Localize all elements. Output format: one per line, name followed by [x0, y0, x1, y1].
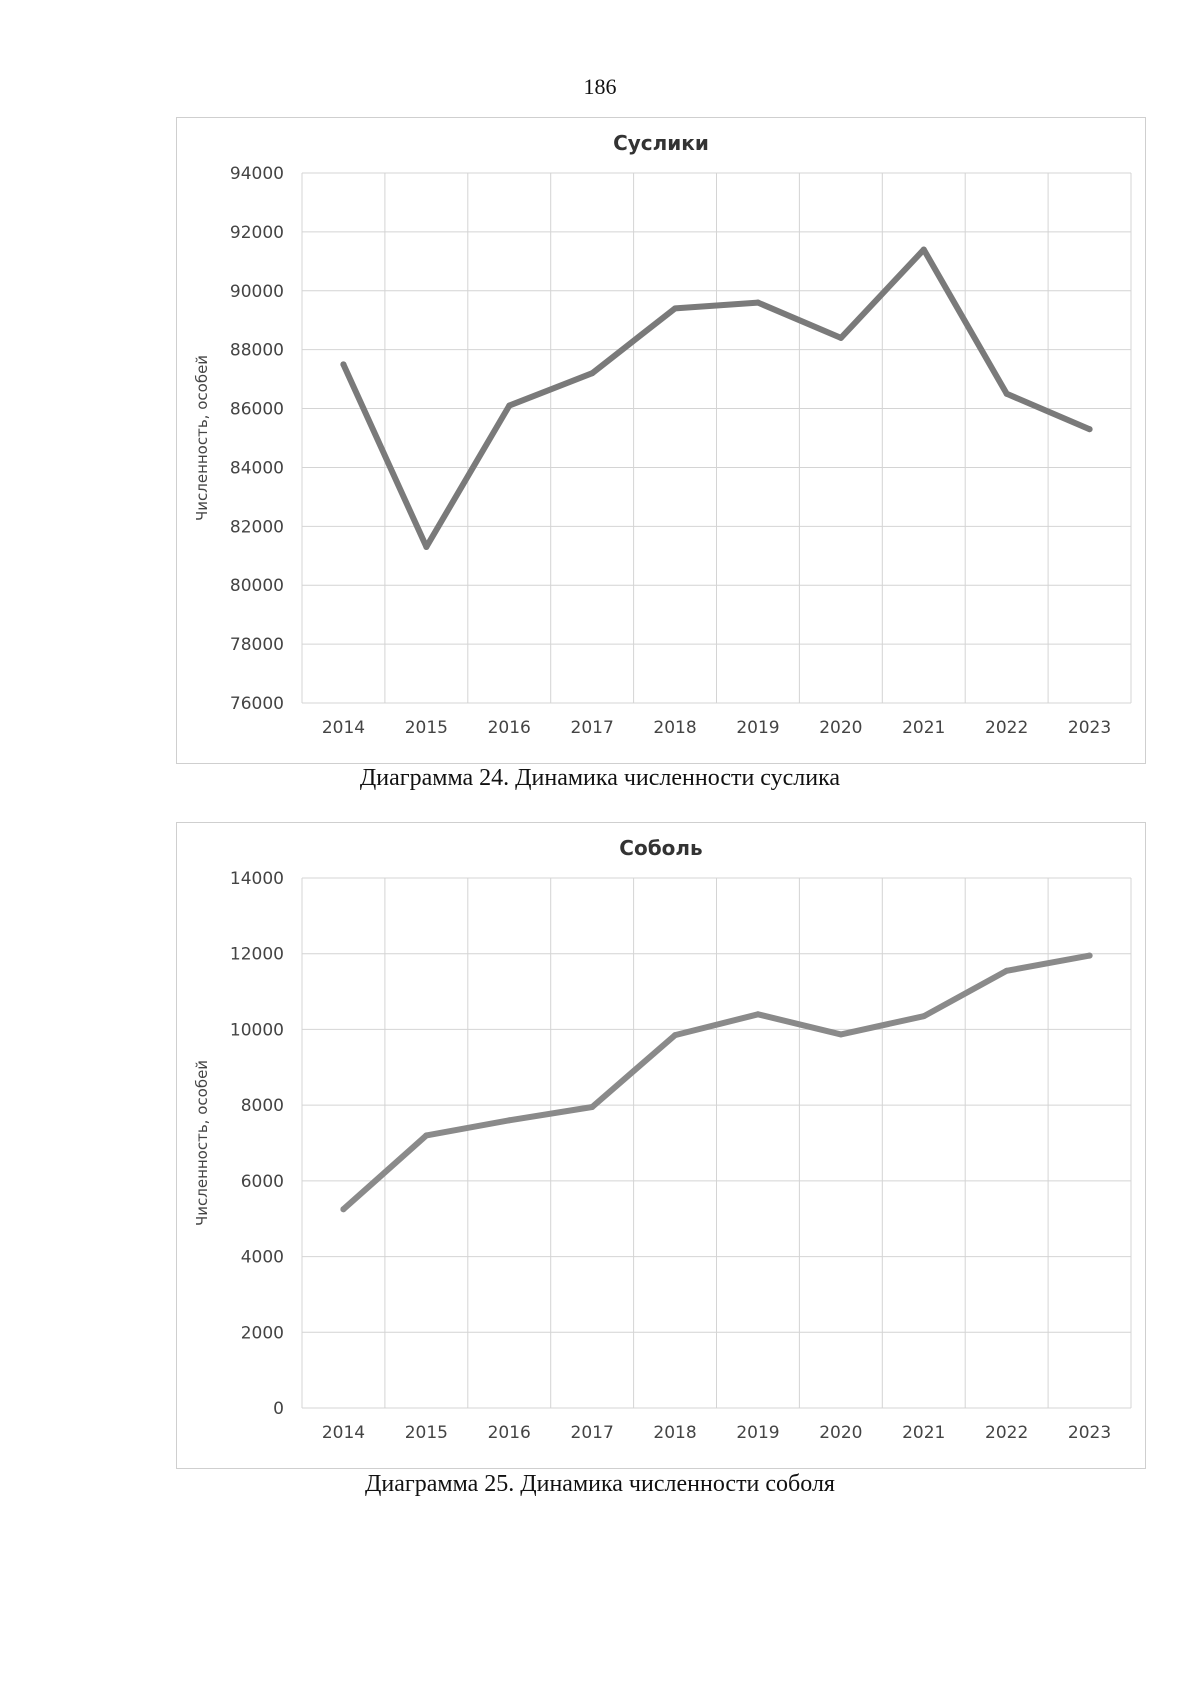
y-tick-label: 14000 [230, 869, 284, 889]
x-tick-label: 2019 [736, 1423, 779, 1443]
y-tick-label: 0 [273, 1399, 284, 1419]
data-point [672, 305, 679, 312]
data-point [1086, 952, 1093, 959]
y-tick-label: 80000 [230, 576, 284, 596]
x-tick-label: 2022 [985, 1423, 1028, 1443]
x-tick-label: 2015 [405, 1423, 448, 1443]
chart-panel-suslik: Суслики 76000 78000 80000 82000 84000 86000 880… [176, 117, 1146, 764]
data-point [1003, 390, 1010, 397]
x-tick-label: 2021 [902, 718, 945, 738]
x-tick-label: 2018 [653, 718, 696, 738]
y-axis-label: Численность, особей [193, 1060, 211, 1226]
x-tick-label: 2020 [819, 1423, 862, 1443]
y-tick-label: 94000 [230, 164, 284, 184]
chart-panel-sobol: Соболь 0 2000 4000 6000 8000 10000 12000 14000 20… [176, 822, 1146, 1469]
y-tick-label: 84000 [230, 458, 284, 478]
x-tick-label: 2016 [488, 1423, 531, 1443]
data-point [1003, 967, 1010, 974]
y-tick-label: 4000 [241, 1248, 284, 1268]
data-point [506, 402, 513, 409]
x-tick-label: 2023 [1068, 1423, 1111, 1443]
y-tick-label: 8000 [241, 1096, 284, 1116]
y-tick-label: 78000 [230, 635, 284, 655]
data-point [340, 1206, 347, 1213]
y-tick-label: 6000 [241, 1172, 284, 1192]
data-point [589, 1104, 596, 1111]
x-tick-label: 2018 [653, 1423, 696, 1443]
data-point [837, 1031, 844, 1038]
y-tick-label: 76000 [230, 694, 284, 714]
data-point [589, 370, 596, 377]
chart-title: Суслики [613, 131, 709, 155]
y-tick-label: 10000 [230, 1020, 284, 1040]
x-tick-label: 2017 [571, 718, 614, 738]
data-point [423, 1132, 430, 1139]
y-tick-label: 82000 [230, 517, 284, 537]
data-point [672, 1032, 679, 1039]
x-tick-label: 2021 [902, 1423, 945, 1443]
caption-chart-25: Диаграмма 25. Динамика численности собол… [365, 1471, 835, 1497]
y-tick-label: 2000 [241, 1323, 284, 1343]
data-point [754, 299, 761, 306]
x-tick-label: 2015 [405, 718, 448, 738]
x-tick-label: 2014 [322, 718, 365, 738]
data-point [754, 1011, 761, 1018]
x-tick-label: 2023 [1068, 718, 1111, 738]
x-tick-label: 2022 [985, 718, 1028, 738]
y-axis-label: Численность, особей [193, 355, 211, 521]
y-tick-label: 90000 [230, 282, 284, 302]
y-tick-label: 12000 [230, 945, 284, 965]
x-tick-label: 2017 [571, 1423, 614, 1443]
data-point [423, 543, 430, 550]
x-tick-label: 2020 [819, 718, 862, 738]
line-chart-suslik: Суслики 76000 78000 80000 82000 84000 86000 880… [193, 131, 1132, 738]
data-point [837, 334, 844, 341]
data-point [920, 1013, 927, 1020]
y-tick-label: 88000 [230, 341, 284, 361]
data-point [1086, 426, 1093, 433]
series-line [340, 246, 1093, 550]
x-tick-label: 2014 [322, 1423, 365, 1443]
data-point [920, 246, 927, 253]
series-line [340, 952, 1093, 1213]
x-tick-label: 2016 [488, 718, 531, 738]
chart-title: Соболь [619, 836, 702, 860]
page-number: 186 [583, 74, 617, 99]
y-tick-label: 86000 [230, 400, 284, 420]
y-tick-label: 92000 [230, 223, 284, 243]
data-point [506, 1117, 513, 1124]
x-tick-label: 2019 [736, 718, 779, 738]
caption-chart-24: Диаграмма 24. Динамика численности сусли… [359, 765, 841, 791]
line-chart-sobol: Соболь 0 2000 4000 6000 8000 10000 12000 14000 20… [193, 836, 1132, 1443]
data-point [340, 361, 347, 368]
